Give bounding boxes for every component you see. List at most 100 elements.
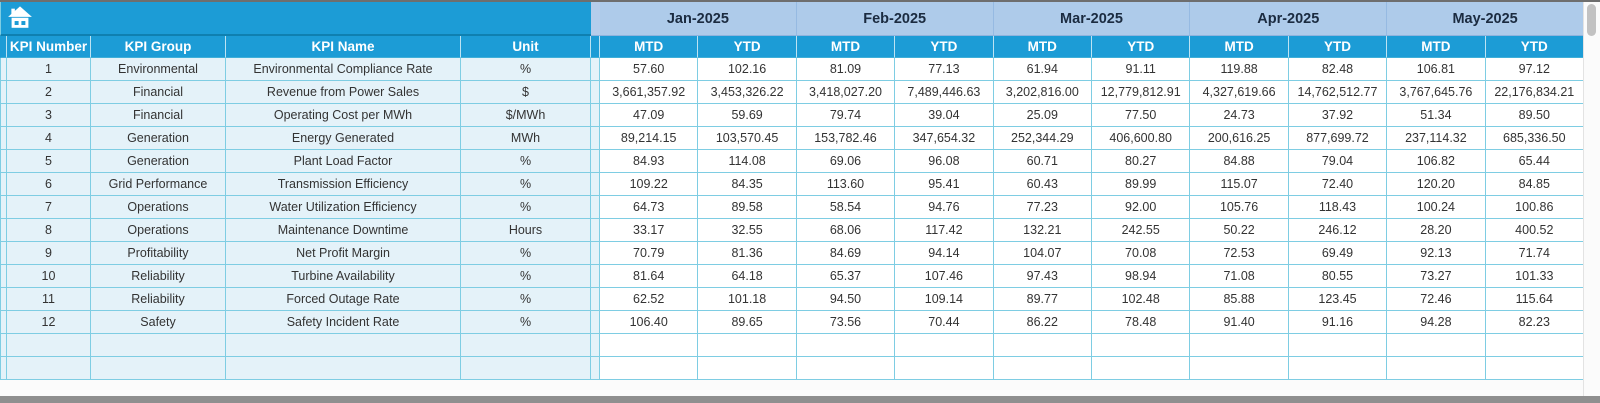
kpi-number-cell[interactable]: 12 [7,311,91,334]
kpi-group-cell[interactable]: Reliability [91,288,226,311]
kpi-group-cell[interactable]: Financial [91,104,226,127]
kpi-number-cell[interactable]: 4 [7,127,91,150]
value-cell[interactable] [1288,357,1388,380]
value-cell[interactable]: 94.28 [1387,311,1486,334]
value-cell[interactable]: 65.37 [796,265,896,288]
unit-cell[interactable]: % [461,58,591,81]
value-cell[interactable]: 95.41 [895,173,994,196]
value-cell[interactable]: 106.81 [1387,58,1486,81]
unit-cell[interactable] [461,357,591,380]
kpi-group-cell[interactable]: Environmental [91,58,226,81]
kpi-group-cell[interactable]: Generation [91,127,226,150]
unit-cell[interactable] [461,334,591,357]
value-cell[interactable]: 400.52 [1485,219,1584,242]
value-cell[interactable] [796,334,896,357]
may-ytd-header[interactable]: YTD [1485,36,1584,58]
value-cell[interactable]: 132.21 [993,219,1092,242]
month-header-apr[interactable]: Apr-2025 [1190,2,1388,36]
value-cell[interactable]: 102.48 [1092,288,1191,311]
value-cell[interactable]: 92.13 [1387,242,1486,265]
value-cell[interactable]: 242.55 [1092,219,1191,242]
value-cell[interactable]: 57.60 [600,58,699,81]
kpi-name-header[interactable]: KPI Name [226,36,461,58]
feb-mtd-header[interactable]: MTD [796,36,896,58]
unit-cell[interactable]: $ [461,81,591,104]
value-cell[interactable]: 153,782.46 [796,127,896,150]
value-cell[interactable]: 71.74 [1485,242,1584,265]
value-cell[interactable]: 47.09 [600,104,699,127]
value-cell[interactable]: 106.82 [1387,150,1486,173]
value-cell[interactable]: 347,654.32 [895,127,994,150]
vertical-scrollbar-thumb[interactable] [1587,4,1596,36]
value-cell[interactable]: 97.12 [1485,58,1584,81]
kpi-group-cell[interactable]: Generation [91,150,226,173]
kpi-name-cell[interactable] [226,357,461,380]
value-cell[interactable] [895,334,994,357]
kpi-name-cell[interactable]: Energy Generated [226,127,461,150]
value-cell[interactable]: 252,344.29 [993,127,1092,150]
value-cell[interactable]: 79.04 [1288,150,1388,173]
value-cell[interactable]: 106.40 [600,311,699,334]
value-cell[interactable] [1288,334,1388,357]
value-cell[interactable]: 3,661,357.92 [600,81,699,104]
kpi-name-cell[interactable]: Plant Load Factor [226,150,461,173]
kpi-name-cell[interactable]: Environmental Compliance Rate [226,58,461,81]
apr-mtd-header[interactable]: MTD [1190,36,1289,58]
unit-cell[interactable]: % [461,242,591,265]
value-cell[interactable] [993,334,1092,357]
value-cell[interactable]: 89,214.15 [600,127,699,150]
kpi-name-cell[interactable]: Water Utilization Efficiency [226,196,461,219]
value-cell[interactable]: 72.53 [1190,242,1289,265]
value-cell[interactable]: 79.74 [796,104,896,127]
value-cell[interactable]: 685,336.50 [1485,127,1584,150]
unit-cell[interactable]: % [461,173,591,196]
kpi-number-cell[interactable]: 1 [7,58,91,81]
value-cell[interactable]: 80.27 [1092,150,1191,173]
value-cell[interactable]: 84.88 [1190,150,1289,173]
value-cell[interactable]: 84.35 [698,173,797,196]
unit-header[interactable]: Unit [461,36,591,58]
value-cell[interactable]: 102.16 [698,58,797,81]
apr-ytd-header[interactable]: YTD [1288,36,1388,58]
value-cell[interactable]: 89.65 [698,311,797,334]
kpi-name-cell[interactable]: Transmission Efficiency [226,173,461,196]
value-cell[interactable]: 92.00 [1092,196,1191,219]
jan-mtd-header[interactable]: MTD [600,36,699,58]
value-cell[interactable]: 59.69 [698,104,797,127]
kpi-name-cell[interactable]: Revenue from Power Sales [226,81,461,104]
kpi-group-cell[interactable]: Profitability [91,242,226,265]
jan-ytd-header[interactable]: YTD [698,36,797,58]
kpi-name-cell[interactable]: Net Profit Margin [226,242,461,265]
value-cell[interactable] [1190,357,1289,380]
kpi-number-cell[interactable]: 11 [7,288,91,311]
value-cell[interactable] [993,357,1092,380]
value-cell[interactable]: 77.23 [993,196,1092,219]
may-mtd-header[interactable]: MTD [1387,36,1486,58]
value-cell[interactable]: 98.94 [1092,265,1191,288]
value-cell[interactable]: 3,202,816.00 [993,81,1092,104]
value-cell[interactable]: 4,327,619.66 [1190,81,1289,104]
value-cell[interactable]: 120.20 [1387,173,1486,196]
kpi-name-cell[interactable]: Safety Incident Rate [226,311,461,334]
value-cell[interactable]: 33.17 [600,219,699,242]
value-cell[interactable]: 51.34 [1387,104,1486,127]
value-cell[interactable] [698,357,797,380]
value-cell[interactable]: 117.42 [895,219,994,242]
value-cell[interactable]: 82.48 [1288,58,1388,81]
home-button[interactable] [0,2,591,36]
value-cell[interactable]: 64.18 [698,265,797,288]
unit-cell[interactable]: % [461,311,591,334]
kpi-number-cell[interactable]: 9 [7,242,91,265]
value-cell[interactable]: 84.69 [796,242,896,265]
month-header-mar[interactable]: Mar-2025 [993,2,1191,36]
value-cell[interactable]: 72.40 [1288,173,1388,196]
value-cell[interactable]: 94.50 [796,288,896,311]
value-cell[interactable]: 91.11 [1092,58,1191,81]
value-cell[interactable]: 237,114.32 [1387,127,1486,150]
value-cell[interactable]: 72.46 [1387,288,1486,311]
value-cell[interactable]: 58.54 [796,196,896,219]
value-cell[interactable]: 94.14 [895,242,994,265]
unit-cell[interactable]: % [461,265,591,288]
value-cell[interactable] [796,357,896,380]
value-cell[interactable]: 97.43 [993,265,1092,288]
